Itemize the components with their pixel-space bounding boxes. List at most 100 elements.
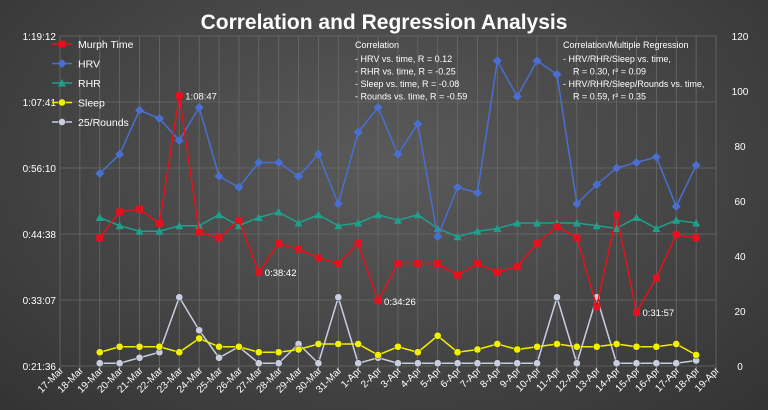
sleep-marker [95, 348, 104, 357]
murph-time-marker [513, 262, 521, 270]
y-right-tick-label: 40 [734, 252, 746, 263]
murph-time-marker [632, 308, 640, 316]
25-rounds-marker [433, 359, 442, 368]
sleep-marker [433, 331, 442, 340]
murph-time-marker [295, 245, 303, 253]
hrv-marker [254, 158, 264, 167]
sleep-marker [274, 348, 283, 357]
murph-time-marker [533, 239, 541, 247]
sleep-marker [672, 340, 681, 348]
murph-time-marker [155, 219, 163, 227]
sleep-marker [175, 348, 184, 357]
rhr-marker [612, 224, 621, 232]
25-rounds-marker [334, 293, 343, 302]
murph-time-marker [275, 239, 283, 247]
murph-time-marker [96, 234, 104, 242]
x-tick-label: 8-Apr [478, 365, 504, 391]
rhr-marker [592, 221, 601, 230]
25-rounds-marker [612, 359, 621, 368]
note-line: - HRV/RHR/Sleep vs. time, [563, 54, 671, 64]
sleep-marker [473, 345, 482, 354]
x-tick-label: 2-Apr [359, 365, 385, 391]
sleep-marker [115, 342, 124, 351]
hrv-marker [214, 171, 224, 181]
hrv-marker [373, 103, 383, 112]
sleep-marker [135, 342, 144, 351]
25-rounds-marker [95, 359, 104, 368]
hrv-marker [274, 158, 284, 167]
x-tick-label: 7-Apr [459, 365, 485, 391]
rhr-marker [374, 210, 383, 219]
murph-time-data-label: 0:34:26 [384, 297, 416, 308]
murph-time-marker [692, 234, 700, 242]
murph-time-marker [334, 260, 342, 268]
hrv-marker [612, 163, 622, 173]
y-right-tick-label: 100 [732, 87, 749, 98]
hrv-marker [194, 103, 204, 112]
hrv-marker [413, 119, 423, 129]
murph-time-marker [573, 234, 581, 242]
note-line: R = 0.30, r² = 0.09 [563, 67, 646, 77]
murph-time-data-label: 0:31:57 [642, 308, 674, 319]
hrv-marker [115, 149, 125, 159]
25-rounds-marker [533, 359, 541, 368]
sleep-marker [354, 340, 363, 348]
murph-time-marker [215, 234, 223, 242]
x-tick-label: 3-Apr [379, 365, 405, 391]
rhr-marker [135, 227, 144, 235]
y-left-tick-label: 0:21:36 [23, 362, 57, 373]
note-line: - Rounds vs. time, R = -0.59 [355, 92, 467, 102]
rhr-marker [115, 221, 124, 230]
y-right-tick-label: 0 [737, 362, 743, 373]
murph-time-marker [255, 268, 263, 276]
25-rounds-marker [672, 359, 681, 368]
25-rounds-marker [413, 359, 422, 368]
rhr-marker [413, 210, 422, 219]
25-rounds-marker [274, 359, 283, 368]
murph-time-marker [116, 208, 124, 216]
hrv-marker [651, 152, 661, 162]
rhr-marker [572, 219, 581, 227]
legend-entry-25-rounds: 25/Rounds [78, 117, 129, 129]
rhr-marker [215, 210, 224, 219]
x-tick-label: 4-Apr [399, 365, 425, 391]
hrv-marker [174, 136, 184, 145]
murph-time-marker [314, 254, 322, 262]
sleep-marker [592, 342, 601, 351]
murph-time-marker [672, 231, 680, 239]
sleep-marker [513, 345, 522, 354]
25-rounds-marker [175, 293, 184, 302]
note-line: - HRV vs. time, R = 0.12 [355, 54, 452, 64]
murph-time-marker [414, 260, 422, 268]
25-rounds-marker [394, 359, 402, 368]
25-rounds-marker [572, 359, 581, 368]
25-rounds-marker [195, 326, 204, 335]
sleep-marker [533, 342, 541, 351]
sleep-marker [254, 348, 263, 357]
legend-entry-sleep: Sleep [78, 98, 105, 110]
hrv-marker [453, 182, 463, 192]
rhr-marker [632, 213, 641, 221]
sleep-marker [553, 340, 561, 348]
sleep-marker [195, 334, 204, 343]
rhr-marker [274, 208, 283, 216]
rhr-marker [393, 216, 402, 224]
murph-time-marker [195, 228, 203, 236]
note-heading: Correlation/Multiple Regression [563, 40, 689, 50]
rhr-marker [692, 219, 701, 227]
25-rounds-marker [115, 359, 124, 368]
sleep-marker [493, 340, 502, 348]
legend-entry-hrv: HRV [78, 59, 100, 71]
murph-time-marker [136, 205, 144, 213]
legend-rhr-marker [58, 79, 66, 87]
sleep-marker [334, 340, 343, 348]
murph-time-marker [493, 268, 501, 276]
y-right-tick-label: 80 [734, 142, 746, 153]
sleep-marker [612, 340, 621, 348]
hrv-marker [552, 70, 562, 79]
murph-time-marker [235, 217, 243, 225]
rhr-marker [533, 219, 542, 227]
sleep-marker [215, 342, 223, 351]
murph-time-marker [652, 274, 660, 282]
